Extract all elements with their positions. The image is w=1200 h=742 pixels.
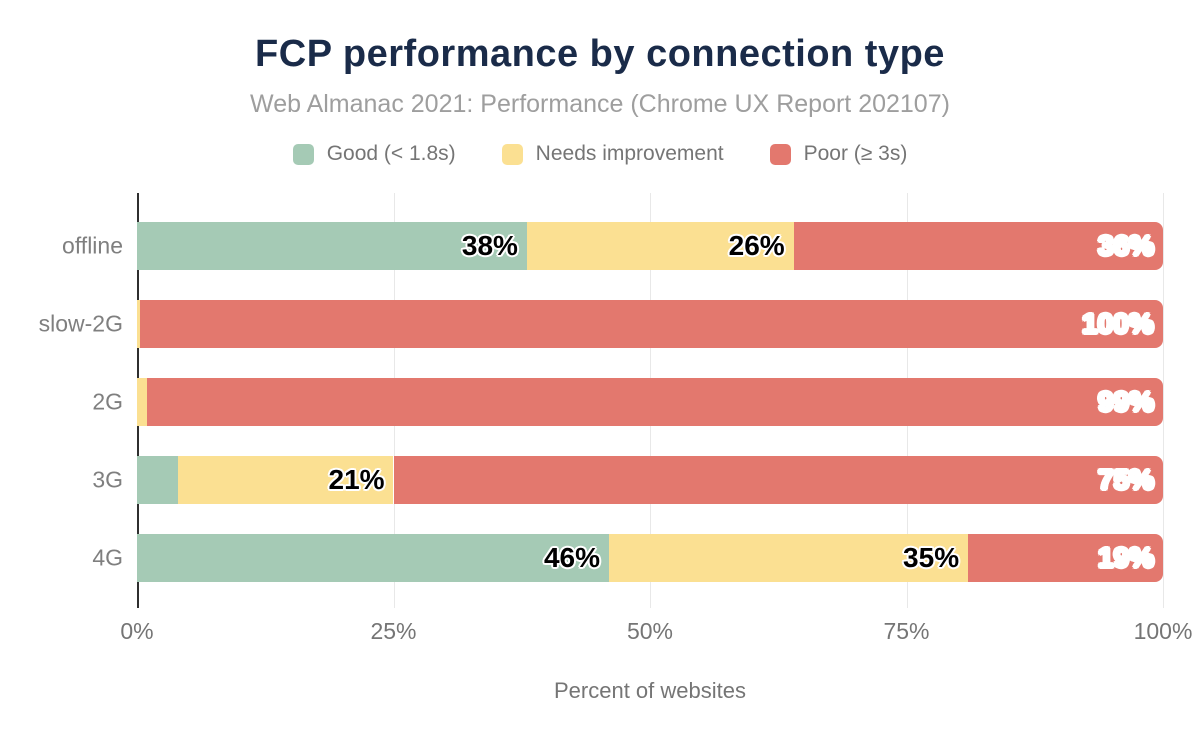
legend-swatch: [501, 143, 523, 165]
bar-segment: [137, 378, 148, 426]
bar-label: 36%: [1098, 230, 1155, 261]
legend-swatch: [292, 143, 314, 165]
chart-title: FCP performance by connection type: [255, 33, 945, 75]
bar-label: 35%: [903, 542, 960, 573]
legend: Good (< 1.8s) Needs improvement Poor (≥ 3s…: [0, 142, 1200, 166]
bar-segment: [526, 222, 794, 270]
bar-segment: [137, 534, 609, 582]
bar-segment: [147, 378, 1163, 426]
bar-label: 21%: [328, 464, 385, 495]
chart-subtitle: Web Almanac 2021: Performance (Chrome UX…: [250, 90, 950, 118]
bar-label: 99%: [1098, 386, 1155, 417]
bar-segment: [608, 534, 969, 582]
gridline: [1163, 193, 1164, 608]
x-tick-label: 50%: [626, 618, 674, 644]
legend-item: Good (< 1.8s): [292, 142, 456, 166]
bar-segment: [793, 222, 1163, 270]
x-tick-label: 0%: [120, 618, 154, 644]
x-axis-title: Percent of websites: [554, 678, 746, 703]
y-axis-label: 2G: [92, 388, 123, 415]
y-axis-label: slow-2G: [38, 310, 123, 337]
y-axis-label: 4G: [92, 544, 123, 571]
legend-item: Needs improvement: [501, 142, 724, 166]
x-tick-label: 100%: [1133, 618, 1193, 644]
y-axis-label: 3G: [92, 466, 123, 493]
legend-label: Needs improvement: [535, 142, 724, 165]
bar-label: 38%: [461, 230, 518, 261]
legend-label: Good (< 1.8s): [326, 142, 456, 165]
x-tick-label: 75%: [883, 618, 930, 644]
legend-swatch: [769, 143, 791, 165]
y-axis-label: offline: [62, 232, 123, 259]
bar-segment: [968, 534, 1163, 582]
bar-segment: [137, 456, 179, 504]
bar-segment: [178, 456, 394, 504]
bar-segment: [137, 300, 140, 348]
legend-item: Poor (≥ 3s): [769, 142, 908, 166]
bar-label: 75%: [1098, 464, 1155, 495]
bar-segment: [393, 456, 1163, 504]
bar-label: 100%: [1082, 308, 1154, 339]
bar-label: 19%: [1098, 542, 1155, 573]
bar-segment: [137, 222, 527, 270]
bar-segment: [139, 300, 1163, 348]
bar-label: 26%: [728, 230, 785, 261]
bar-label: 46%: [543, 542, 600, 573]
x-tick-label: 25%: [370, 618, 417, 644]
legend-label: Poor (≥ 3s): [803, 142, 908, 165]
